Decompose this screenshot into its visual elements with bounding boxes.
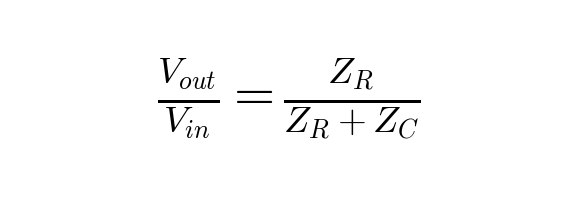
Text: $\frac{V_{out}}{V_{in}} = \frac{Z_R}{Z_R + Z_C}$: $\frac{V_{out}}{V_{in}} = \frac{Z_R}{Z_R… [157, 57, 421, 141]
